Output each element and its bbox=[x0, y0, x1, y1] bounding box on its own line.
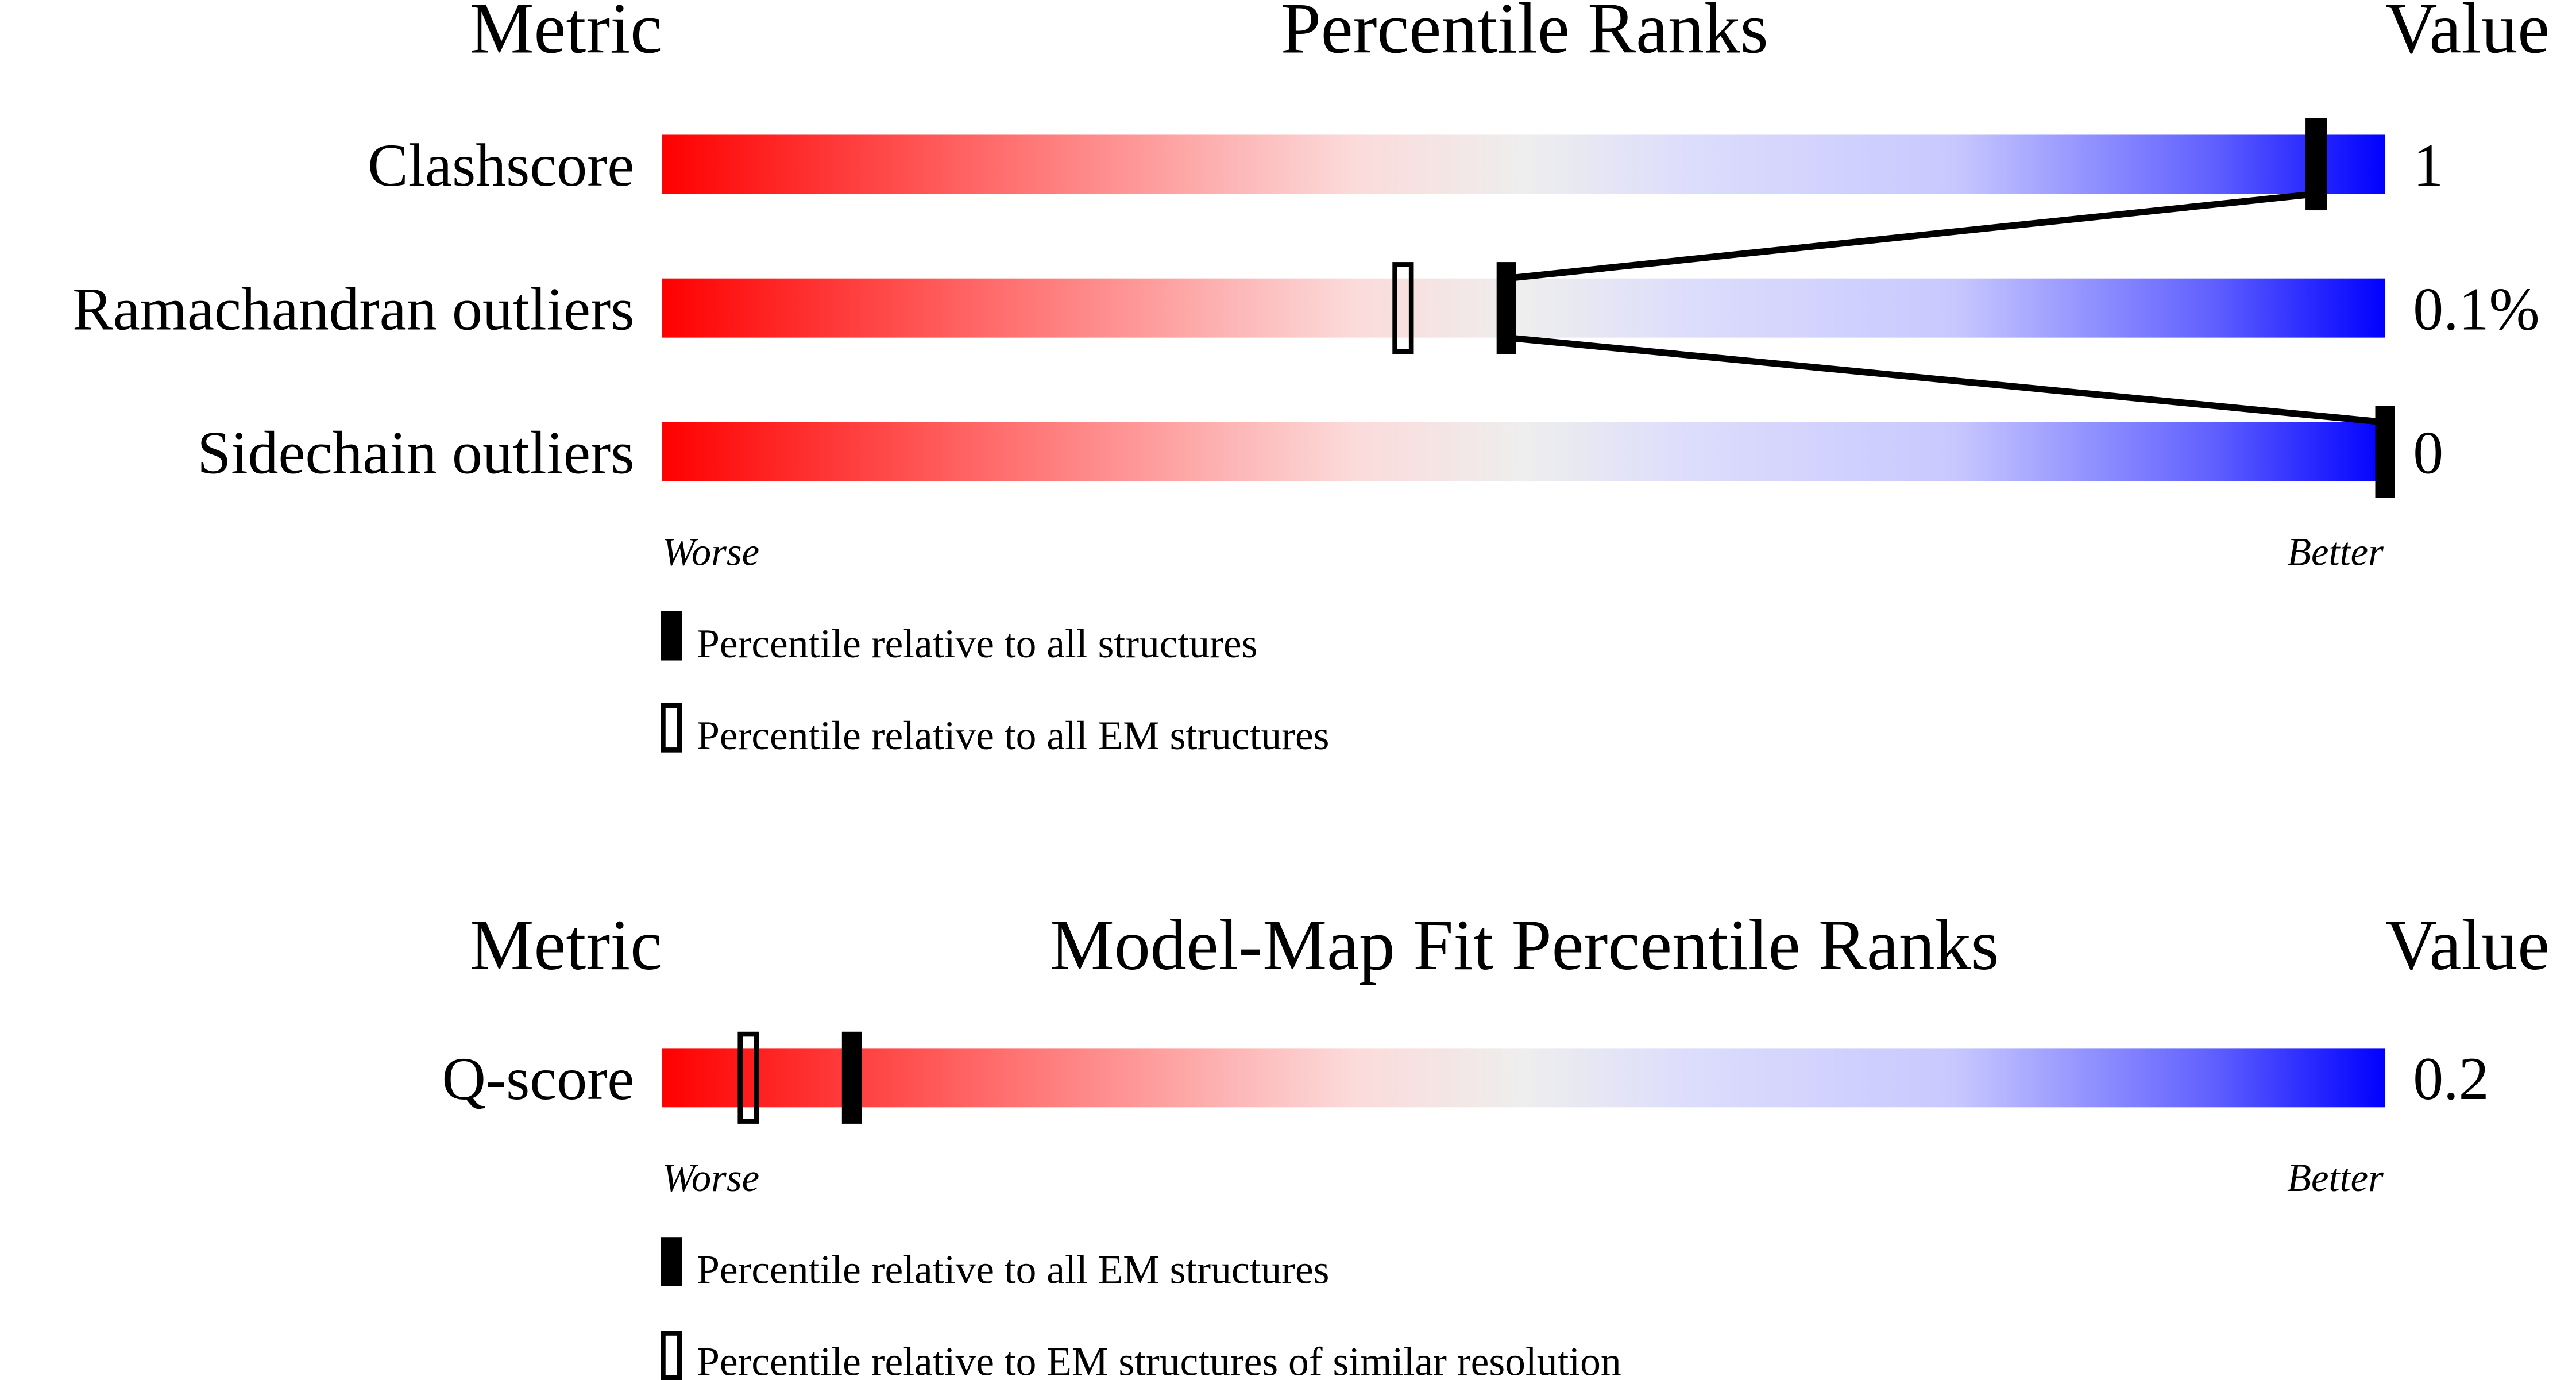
percentile-bar bbox=[662, 422, 2385, 481]
metric-header: Metric bbox=[470, 905, 662, 985]
better-label: Better bbox=[2287, 530, 2384, 574]
metric-value: 0.1% bbox=[2413, 275, 2539, 342]
chart-title: Percentile Ranks bbox=[1281, 0, 1768, 69]
open-percentile-marker bbox=[737, 1031, 759, 1124]
legend-open-label: Percentile relative to all EM structures bbox=[697, 713, 1329, 758]
legend-filled-label: Percentile relative to all EM structures bbox=[697, 1247, 1329, 1292]
worse-label: Worse bbox=[662, 1156, 759, 1200]
metric-value: 1 bbox=[2413, 132, 2443, 199]
worse-label: Worse bbox=[662, 530, 759, 574]
connector-line bbox=[1506, 334, 2386, 426]
better-label: Better bbox=[2287, 1156, 2384, 1200]
legend-filled-label: Percentile relative to all structures bbox=[697, 621, 1257, 666]
metric-label: Clashscore bbox=[368, 132, 634, 199]
value-header: Value bbox=[2385, 905, 2550, 985]
percentile-bar bbox=[662, 134, 2385, 194]
percentile-bar bbox=[662, 1048, 2385, 1108]
legend-filled-marker bbox=[661, 611, 682, 661]
metric-value: 0.2 bbox=[2413, 1045, 2489, 1112]
metric-value: 0 bbox=[2413, 419, 2443, 487]
value-header: Value bbox=[2385, 0, 2550, 69]
metric-label: Q-score bbox=[442, 1045, 635, 1112]
legend-open-marker bbox=[661, 703, 682, 753]
metric-label: Sidechain outliers bbox=[197, 419, 634, 487]
legend-filled-marker bbox=[661, 1237, 682, 1287]
metric-header: Metric bbox=[470, 0, 662, 69]
filled-percentile-marker bbox=[841, 1031, 862, 1124]
metric-label: Ramachandran outliers bbox=[72, 275, 634, 342]
chart-rows: Q-score 0.2 bbox=[442, 1031, 2489, 1124]
connector-line bbox=[1506, 190, 2317, 282]
chart-title: Model-Map Fit Percentile Ranks bbox=[1050, 905, 1999, 985]
open-percentile-marker bbox=[1392, 262, 1414, 354]
chart-rows: Clashscore 1 Ramachandran outliers 0.1% Side… bbox=[72, 118, 2540, 498]
legend-open-label: Percentile relative to EM structures of … bbox=[697, 1339, 1621, 1380]
percentile-bar bbox=[662, 278, 2385, 338]
legend-open-marker bbox=[661, 1331, 682, 1380]
